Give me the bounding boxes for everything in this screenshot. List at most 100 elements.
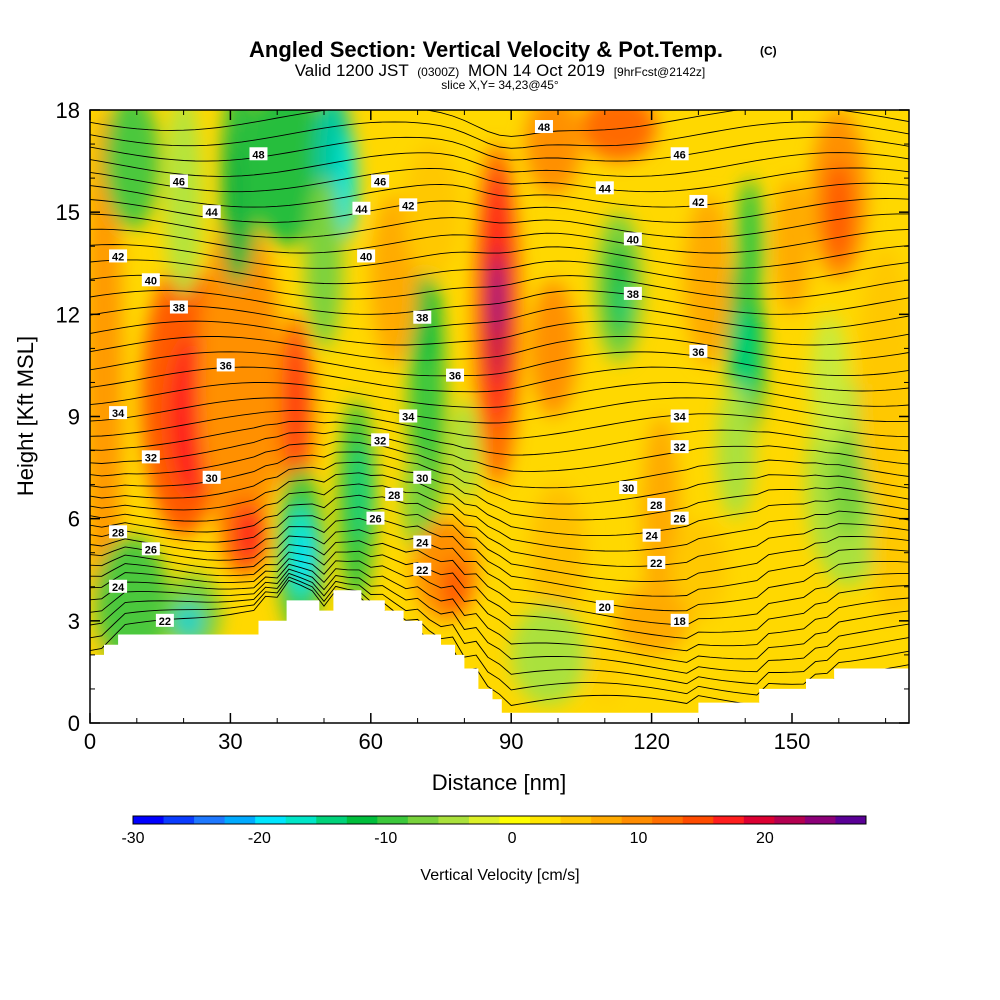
theta-label-box	[413, 535, 432, 549]
colorbar-tick-label: -20	[248, 830, 271, 847]
velocity-cell	[450, 399, 479, 502]
theta-contour-line	[90, 198, 909, 223]
colorbar-tick-label: 10	[630, 830, 648, 847]
velocity-cell	[586, 637, 624, 706]
theta-label-text: 24	[112, 582, 125, 594]
theta-contour-line	[90, 336, 909, 361]
velocity-cell	[511, 603, 587, 706]
colorbar-swatch	[499, 816, 531, 824]
theta-label-text: 30	[206, 473, 218, 485]
colorbar-tick-label: -10	[374, 830, 397, 847]
velocity-cell	[829, 433, 867, 536]
theta-label-text: 20	[599, 602, 611, 614]
y-tick-label: 3	[68, 609, 80, 634]
velocity-cell	[441, 559, 470, 615]
colorbar-swatch	[621, 816, 653, 824]
theta-label-text: 38	[173, 303, 185, 315]
colorbar-frame	[132, 815, 867, 825]
colorbar-swatch	[438, 816, 470, 824]
theta-label: 48	[249, 147, 268, 161]
velocity-cell	[104, 110, 161, 230]
theta-label-box	[141, 450, 160, 464]
theta-label-text: 48	[538, 122, 550, 134]
theta-contour-line	[90, 136, 909, 162]
theta-contour-line	[90, 152, 909, 177]
colorbar-swatch	[743, 816, 775, 824]
theta-contour-line	[90, 441, 909, 489]
theta-label-box	[623, 286, 642, 300]
colorbar-ticks: -30 -20 -10 0 10 20	[121, 830, 773, 847]
subtitle-date: MON 14 Oct 2019	[468, 61, 605, 80]
theta-label-text: 26	[369, 514, 381, 526]
theta-label-box	[109, 579, 128, 593]
y-tick-label: 9	[68, 405, 80, 430]
colorbar-swatch	[652, 816, 684, 824]
colorbar-swatch	[468, 816, 500, 824]
theta-label: 26	[141, 542, 160, 556]
x-tick-label: 150	[774, 729, 811, 754]
theta-label: 30	[619, 481, 638, 495]
theta-label: 46	[371, 174, 390, 189]
theta-label-box	[670, 613, 689, 627]
theta-label-box	[371, 433, 390, 447]
theta-label: 40	[623, 232, 642, 246]
terrain	[90, 590, 909, 723]
velocity-cell	[525, 110, 582, 196]
theta-contour-line	[90, 568, 909, 674]
theta-label-text: 18	[674, 616, 686, 628]
theta-label-box	[689, 194, 708, 208]
colorbar-label: Vertical Velocity [cm/s]	[420, 867, 579, 884]
theta-label-text: 40	[627, 234, 639, 246]
theta-label-text: 42	[402, 200, 414, 212]
theta-label-text: 26	[145, 544, 157, 556]
y-tick-label: 18	[56, 98, 80, 123]
theta-label-text: 46	[173, 177, 185, 189]
theta-contour-line	[90, 259, 909, 285]
theta-label: 22	[647, 555, 666, 570]
theta-label: 40	[357, 249, 376, 263]
theta-label: 42	[689, 194, 708, 209]
theta-label-text: 38	[416, 313, 428, 325]
theta-contour-line	[90, 182, 909, 208]
theta-label-text: 44	[599, 183, 612, 195]
theta-label-box	[169, 174, 188, 188]
theta-label-box	[357, 249, 376, 263]
theta-label-box	[670, 511, 689, 525]
theta-contour-line	[90, 563, 909, 663]
theta-label: 24	[109, 579, 128, 594]
theta-label: 46	[670, 147, 689, 161]
theta-label: 26	[366, 511, 385, 526]
theta-label-text: 36	[220, 360, 232, 372]
theta-label-box	[141, 273, 160, 287]
theta-contour-line	[90, 410, 909, 440]
theta-label: 36	[446, 368, 465, 383]
colorbar-swatch	[377, 816, 409, 824]
velocity-cell	[223, 137, 247, 288]
velocity-cell	[529, 280, 577, 417]
theta-label-box	[534, 120, 553, 134]
theta-label-text: 32	[374, 435, 386, 447]
theta-label-text: 24	[645, 531, 658, 543]
theta-label: 36	[689, 344, 708, 359]
theta-label-text: 34	[402, 412, 415, 424]
theta-contour-line	[90, 572, 909, 685]
theta-label-box	[595, 600, 614, 614]
colorbar-swatch	[835, 816, 867, 824]
theta-label-box	[413, 562, 432, 576]
theta-contour-line	[90, 320, 909, 346]
theta-label-text: 44	[355, 204, 368, 216]
theta-label-box	[647, 555, 666, 569]
theta-label-box	[371, 174, 390, 188]
subtitle-forecast: [9hrFcst@2142z]	[614, 65, 706, 79]
theta-label-box	[385, 487, 404, 501]
theta-contour-line	[90, 167, 909, 193]
velocity-cell	[871, 484, 909, 621]
theta-label-box	[446, 368, 465, 382]
velocity-cell	[352, 440, 371, 543]
x-axis: 0 30 60 90 120 150	[84, 110, 887, 754]
theta-label-text: 26	[674, 514, 686, 526]
colorbar-swatch	[194, 816, 226, 824]
x-tick-label: 90	[499, 729, 523, 754]
theta-label-box	[642, 528, 661, 542]
